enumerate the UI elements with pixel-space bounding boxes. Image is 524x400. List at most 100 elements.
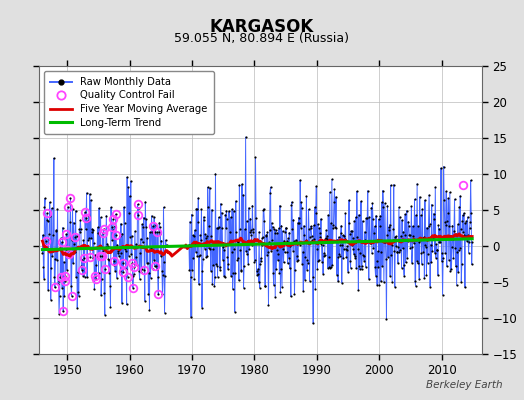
Point [330, 198, 338, 205]
Point [468, 239, 476, 246]
Point [194, 281, 203, 288]
Point [261, 283, 269, 290]
Point [50, 274, 59, 280]
Point [85, 191, 94, 197]
Point [193, 219, 202, 225]
Point [267, 220, 276, 226]
Point [216, 200, 225, 207]
Point [197, 206, 205, 212]
Point [334, 234, 343, 240]
Point [76, 217, 84, 224]
Point [61, 278, 69, 284]
Point [377, 249, 386, 255]
Point [122, 266, 130, 272]
Point [127, 251, 136, 257]
Point [376, 223, 384, 230]
Point [374, 264, 383, 270]
Point [312, 183, 321, 190]
Point [68, 206, 77, 212]
Point [344, 268, 352, 275]
Point [217, 239, 225, 246]
Point [399, 262, 408, 268]
Point [49, 248, 57, 254]
Point [329, 222, 337, 228]
Point [71, 208, 80, 214]
Point [381, 238, 390, 245]
Point [83, 274, 91, 280]
Point [337, 280, 346, 286]
Point [278, 228, 287, 234]
Point [328, 176, 336, 182]
Point [162, 243, 170, 250]
Point [216, 267, 224, 273]
Point [227, 273, 235, 279]
Point [47, 296, 55, 303]
Point [361, 236, 369, 243]
Point [367, 240, 375, 246]
Point [286, 265, 294, 272]
Point [74, 292, 83, 299]
Point [58, 239, 66, 245]
Point [50, 155, 58, 161]
Point [388, 237, 397, 244]
Point [219, 243, 227, 250]
Point [66, 246, 74, 253]
Point [189, 254, 198, 261]
Point [185, 242, 193, 248]
Point [63, 246, 72, 253]
Point [152, 263, 160, 269]
Point [419, 235, 427, 242]
Point [152, 266, 161, 272]
Point [375, 282, 384, 288]
Point [43, 217, 52, 224]
Point [94, 230, 102, 236]
Point [416, 194, 424, 200]
Point [349, 246, 357, 252]
Point [267, 247, 275, 254]
Point [450, 228, 458, 234]
Point [448, 222, 456, 229]
Point [242, 134, 250, 140]
Point [124, 184, 133, 190]
Point [97, 292, 105, 298]
Point [251, 256, 259, 263]
Point [158, 268, 166, 274]
Point [154, 290, 162, 297]
Point [460, 232, 468, 238]
Point [295, 220, 303, 226]
Point [59, 224, 67, 231]
Point [384, 254, 392, 260]
Point [401, 211, 409, 218]
Point [207, 233, 215, 240]
Point [204, 245, 213, 252]
Point [232, 228, 241, 235]
Point [323, 232, 331, 239]
Point [446, 236, 455, 242]
Point [361, 229, 369, 235]
Point [444, 195, 453, 202]
Point [286, 242, 294, 249]
Point [396, 246, 405, 253]
Point [436, 236, 445, 242]
Point [250, 236, 258, 242]
Point [436, 239, 444, 246]
Point [229, 270, 237, 276]
Point [151, 229, 159, 236]
Point [281, 228, 289, 235]
Point [319, 242, 327, 248]
Point [132, 254, 140, 260]
Point [403, 254, 411, 261]
Point [205, 185, 214, 191]
Point [196, 232, 204, 238]
Point [401, 259, 410, 266]
Point [130, 270, 138, 277]
Point [230, 246, 238, 252]
Point [465, 239, 473, 246]
Point [115, 245, 124, 252]
Point [274, 250, 282, 257]
Point [123, 301, 131, 308]
Point [359, 253, 368, 259]
Point [260, 283, 269, 289]
Point [457, 260, 466, 267]
Point [241, 238, 249, 245]
